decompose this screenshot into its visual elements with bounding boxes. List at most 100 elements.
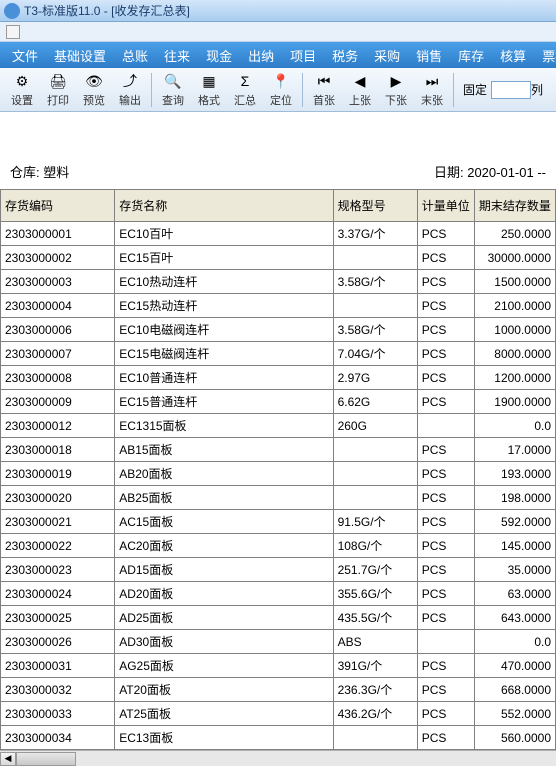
prev-button-icon: ◀: [350, 71, 370, 91]
sub-toolbar: [0, 22, 556, 42]
warehouse-label: 仓库:: [10, 165, 40, 180]
menu-item-9[interactable]: 销售: [408, 46, 450, 65]
menu-item-4[interactable]: 现金: [198, 46, 240, 65]
table-cell: EC13面板: [115, 726, 333, 750]
th-unit[interactable]: 计量单位: [417, 190, 474, 222]
summary-button[interactable]: Σ汇总: [227, 70, 263, 110]
table-row[interactable]: 2303000023AD15面板251.7G/个PCS35.0000: [1, 558, 556, 582]
prev-button[interactable]: ◀上张: [342, 70, 378, 110]
table-cell: 0.0: [474, 630, 555, 654]
menu-item-3[interactable]: 往来: [156, 46, 198, 65]
table-cell: EC15热动连杆: [115, 294, 333, 318]
table-cell: 198.0000: [474, 486, 555, 510]
table-cell: AB25面板: [115, 486, 333, 510]
th-spec[interactable]: 规格型号: [333, 190, 417, 222]
settings-button[interactable]: ⚙设置: [4, 70, 40, 110]
table-row[interactable]: 2303000024AD20面板355.6G/个PCS63.0000: [1, 582, 556, 606]
scroll-thumb[interactable]: [16, 752, 76, 766]
menu-item-1[interactable]: 基础设置: [46, 46, 114, 65]
last-button-label: 末张: [421, 92, 443, 108]
first-button[interactable]: ⏮首张: [306, 70, 342, 110]
table-cell: 91.5G/个: [333, 510, 417, 534]
table-row[interactable]: 2303000018AB15面板PCS17.0000: [1, 438, 556, 462]
table-cell: 2.97G: [333, 366, 417, 390]
table-row[interactable]: 2303000020AB25面板PCS198.0000: [1, 486, 556, 510]
table-cell: 2303000018: [1, 438, 115, 462]
title-bar: T3-标准版11.0 - [收发存汇总表]: [0, 0, 556, 22]
table-row[interactable]: 2303000031AG25面板391G/个PCS470.0000: [1, 654, 556, 678]
table-cell: PCS: [417, 342, 474, 366]
table-cell: 30000.0000: [474, 246, 555, 270]
table-row[interactable]: 2303000002EC15百叶PCS30000.0000: [1, 246, 556, 270]
print-button[interactable]: 🖨打印: [40, 70, 76, 110]
menu-item-2[interactable]: 总账: [114, 46, 156, 65]
menu-item-5[interactable]: 出纳: [240, 46, 282, 65]
menu-item-6[interactable]: 项目: [282, 46, 324, 65]
table-row[interactable]: 2303000007EC15电磁阀连杆7.04G/个PCS8000.0000: [1, 342, 556, 366]
date-label: 日期:: [434, 165, 464, 180]
next-button[interactable]: ▶下张: [378, 70, 414, 110]
table-cell: 2303000031: [1, 654, 115, 678]
horizontal-scrollbar[interactable]: ◀: [0, 750, 556, 766]
th-code[interactable]: 存货编码: [1, 190, 115, 222]
table-row[interactable]: 2303000022AC20面板108G/个PCS145.0000: [1, 534, 556, 558]
menu-item-10[interactable]: 库存: [450, 46, 492, 65]
table-cell: 2303000002: [1, 246, 115, 270]
last-button[interactable]: ⏭末张: [414, 70, 450, 110]
table-cell: PCS: [417, 558, 474, 582]
table-cell: 470.0000: [474, 654, 555, 678]
menu-item-7[interactable]: 税务: [324, 46, 366, 65]
menu-item-8[interactable]: 采购: [366, 46, 408, 65]
table-cell: 2303000021: [1, 510, 115, 534]
scroll-left-arrow[interactable]: ◀: [0, 752, 16, 766]
preview-button[interactable]: 👁预览: [76, 70, 112, 110]
table-row[interactable]: 2303000004EC15热动连杆PCS2100.0000: [1, 294, 556, 318]
table-row[interactable]: 2303000019AB20面板PCS193.0000: [1, 462, 556, 486]
table-row[interactable]: 2303000003EC10热动连杆3.58G/个PCS1500.0000: [1, 270, 556, 294]
table-cell: [333, 438, 417, 462]
th-qty[interactable]: 期末结存数量: [474, 190, 555, 222]
table-cell: 2303000001: [1, 222, 115, 246]
table-row[interactable]: 2303000033AT25面板436.2G/个PCS552.0000: [1, 702, 556, 726]
fixed-label: 固定: [463, 81, 487, 98]
last-button-icon: ⏭: [422, 71, 442, 91]
document-icon[interactable]: [6, 25, 20, 39]
export-button[interactable]: ⤴输出: [112, 70, 148, 110]
table-row[interactable]: 2303000008EC10普通连杆2.97GPCS1200.0000: [1, 366, 556, 390]
table-row[interactable]: 2303000032AT20面板236.3G/个PCS668.0000: [1, 678, 556, 702]
table-row[interactable]: 2303000025AD25面板435.5G/个PCS643.0000: [1, 606, 556, 630]
menu-item-0[interactable]: 文件: [4, 46, 46, 65]
table-row[interactable]: 2303000034EC13面板PCS560.0000: [1, 726, 556, 750]
table-row[interactable]: 2303000026AD30面板ABS0.0: [1, 630, 556, 654]
table-cell: PCS: [417, 486, 474, 510]
print-button-label: 打印: [47, 92, 69, 108]
query-button[interactable]: 🔍查询: [155, 70, 191, 110]
first-button-icon: ⏮: [314, 71, 334, 91]
table-cell: 260G: [333, 414, 417, 438]
table-cell: 552.0000: [474, 702, 555, 726]
query-button-icon: 🔍: [163, 71, 183, 91]
table-row[interactable]: 2303000006EC10电磁阀连杆3.58G/个PCS1000.0000: [1, 318, 556, 342]
content-area: 仓库: 塑料 日期: 2020-01-01 -- 存货编码 存货名称 规格型号 …: [0, 112, 556, 766]
th-name[interactable]: 存货名称: [115, 190, 333, 222]
table-cell: 145.0000: [474, 534, 555, 558]
format-button[interactable]: ▦格式: [191, 70, 227, 110]
next-button-label: 下张: [385, 92, 407, 108]
table-cell: 2303000009: [1, 390, 115, 414]
locate-button[interactable]: 📍定位: [263, 70, 299, 110]
table-cell: 2303000025: [1, 606, 115, 630]
table-row[interactable]: 2303000001EC10百叶3.37G/个PCS250.0000: [1, 222, 556, 246]
table-row[interactable]: 2303000021AC15面板91.5G/个PCS592.0000: [1, 510, 556, 534]
table-cell: 8000.0000: [474, 342, 555, 366]
table-cell: PCS: [417, 510, 474, 534]
table-row[interactable]: 2303000009EC15普通连杆6.62GPCS1900.0000: [1, 390, 556, 414]
table-cell: PCS: [417, 582, 474, 606]
table-cell: 2303000026: [1, 630, 115, 654]
table-row[interactable]: 2303000012EC1315面板260G0.0: [1, 414, 556, 438]
warehouse-info: 仓库: 塑料: [10, 162, 69, 181]
menu-item-12[interactable]: 票据通: [534, 46, 556, 65]
table-cell: 6.62G: [333, 390, 417, 414]
menu-item-11[interactable]: 核算: [492, 46, 534, 65]
info-row: 仓库: 塑料 日期: 2020-01-01 --: [0, 142, 556, 189]
fixed-columns-input[interactable]: [491, 81, 531, 99]
